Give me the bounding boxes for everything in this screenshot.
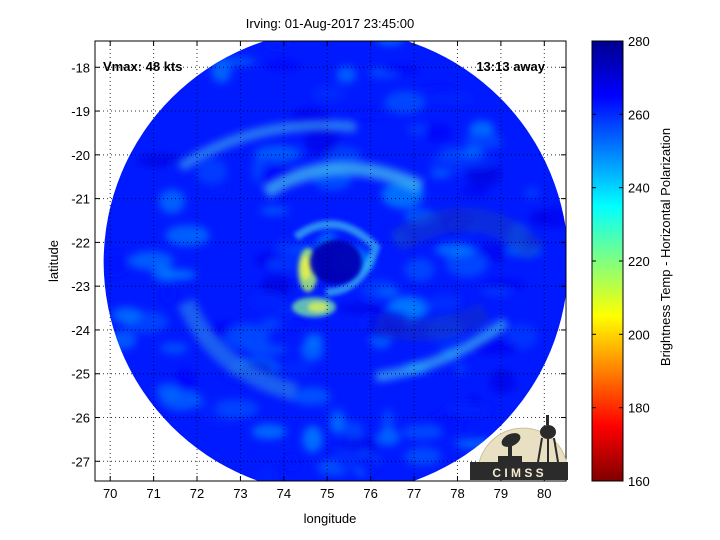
- x-tick-label: 75: [320, 486, 334, 501]
- y-axis-label: latitude: [46, 240, 61, 282]
- cyclone-eye: [309, 240, 362, 285]
- colorbar-tick-label: 200: [628, 327, 650, 342]
- y-tick-label: -20: [71, 148, 90, 163]
- cimss-logo: C I M S S: [470, 415, 568, 480]
- x-tick-label: 80: [537, 486, 551, 501]
- y-tick-label: -18: [71, 60, 90, 75]
- satellite-dish-icon: [501, 433, 521, 447]
- y-tick-label: -19: [71, 104, 90, 119]
- colorbar-tick-label: 160: [628, 474, 650, 489]
- colorbar-tick-label: 240: [628, 181, 650, 196]
- logo-text: C I M S S: [492, 466, 543, 480]
- x-tick-label: 71: [146, 486, 160, 501]
- y-tick-label: -24: [71, 323, 90, 338]
- colorbar: [591, 40, 624, 482]
- colorbar-tick-label: 220: [628, 254, 650, 269]
- x-axis-ticks: 70 71 72 73 74 75 76 77 78 79 80: [103, 41, 552, 501]
- x-tick-label: 74: [277, 486, 291, 501]
- x-tick-label: 76: [363, 486, 377, 501]
- colorbar-tick-label: 260: [628, 107, 650, 122]
- y-tick-label: -27: [71, 454, 90, 469]
- x-tick-label: 70: [103, 486, 117, 501]
- x-axis-label: longitude: [304, 511, 357, 526]
- y-tick-label: -21: [71, 192, 90, 207]
- colorbar-tick-label: 180: [628, 401, 650, 416]
- water-tower-icon: [540, 425, 556, 439]
- vmax-readout: Vmax: 48 kts: [103, 59, 183, 74]
- x-tick-label: 72: [190, 486, 204, 501]
- time-offset-readout: 13:13 away: [476, 59, 545, 74]
- microwave-swath: [103, 41, 566, 481]
- y-axis-ticks: -18 -19 -20 -21 -22 -23 -24 -25 -26 -27: [71, 60, 566, 469]
- colorbar-tick-label: 280: [628, 34, 650, 49]
- y-tick-label: -26: [71, 411, 90, 426]
- axes-frame: [94, 40, 567, 482]
- y-tick-label: -23: [71, 279, 90, 294]
- colorbar-ticks: 160 180 200 220 240 260 280: [592, 34, 650, 489]
- x-tick-label: 73: [233, 486, 247, 501]
- x-tick-label: 78: [450, 486, 464, 501]
- logo-band: [470, 462, 568, 480]
- y-tick-label: -22: [71, 235, 90, 250]
- x-tick-label: 79: [494, 486, 508, 501]
- cyclone-features: [177, 120, 545, 401]
- y-tick-label: -25: [71, 367, 90, 382]
- colorbar-label: Brightness Temp - Horizontal Polarizatio…: [658, 128, 673, 366]
- map-title: Irving: 01-Aug-2017 23:45:00: [246, 16, 414, 31]
- x-tick-label: 77: [407, 486, 421, 501]
